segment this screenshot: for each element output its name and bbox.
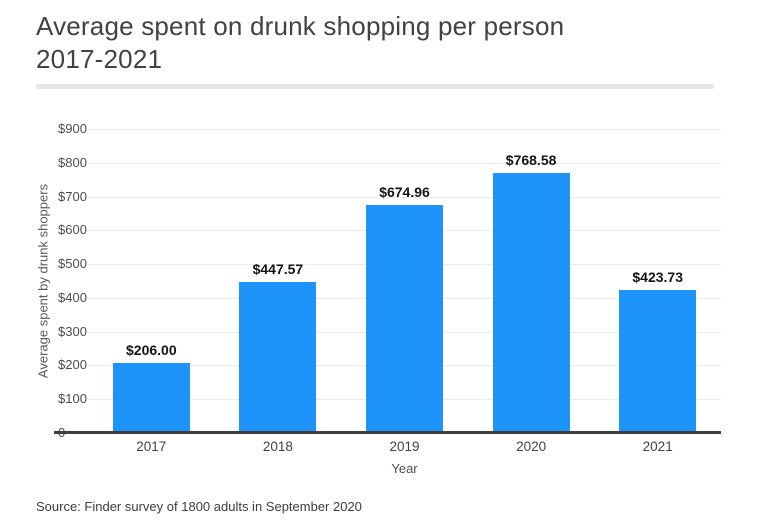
x-tick-label-2018: 2018 <box>262 439 293 454</box>
source-note: Source: Finder survey of 1800 adults in … <box>36 499 362 514</box>
y-tick-label: $600 <box>58 222 87 238</box>
x-axis-line <box>54 431 721 434</box>
bar-value-label-2019: $674.96 <box>379 184 430 200</box>
x-axis-title: Year <box>391 461 418 476</box>
y-axis-title: Average spent by drunk shoppers <box>35 183 51 379</box>
x-tick-label-2021: 2021 <box>642 439 673 454</box>
x-tick-label-2017: 2017 <box>136 439 167 454</box>
gridline <box>88 129 721 130</box>
plot-area: $206.00 $447.57 $674.96 $768.58 $423.73 <box>88 129 721 433</box>
gridline <box>88 196 721 198</box>
y-tick-label: $400 <box>58 289 87 305</box>
y-tick-label: $700 <box>58 188 87 204</box>
y-tick-label: $100 <box>58 391 87 407</box>
chart-title-line1: Average spent on drunk shopping per pers… <box>36 11 565 41</box>
chart-title-line2: 2017-2021 <box>36 44 163 74</box>
bar-value-label-2017: $206.00 <box>125 342 177 359</box>
bar-value-label-2018: $447.57 <box>252 260 304 277</box>
y-tick-labels: 0$100$200$300$400$500$600$700$800$900 <box>58 121 98 440</box>
bar-2020 <box>492 173 570 433</box>
title-divider <box>36 84 714 89</box>
bar-2021 <box>619 289 697 433</box>
y-tick-label: $200 <box>58 357 87 373</box>
bar-2017 <box>112 363 190 433</box>
x-tick-labels: 2017 2018 2019 2020 2021 <box>88 439 721 457</box>
gridline <box>88 162 721 164</box>
y-tick-label: $500 <box>58 256 87 272</box>
y-tick-label: $800 <box>58 154 87 170</box>
bar-value-label-2020: $768.58 <box>505 152 557 169</box>
bar-2019 <box>366 205 443 433</box>
chart-title: Average spent on drunk shopping per pers… <box>36 10 564 76</box>
y-tick-label: $300 <box>58 323 87 339</box>
bar-value-label-2021: $423.73 <box>632 268 683 285</box>
x-tick-label-2020: 2020 <box>516 439 547 454</box>
bar-2018 <box>239 281 317 433</box>
y-tick-label: $900 <box>58 121 87 136</box>
x-tick-label-2019: 2019 <box>389 439 420 454</box>
